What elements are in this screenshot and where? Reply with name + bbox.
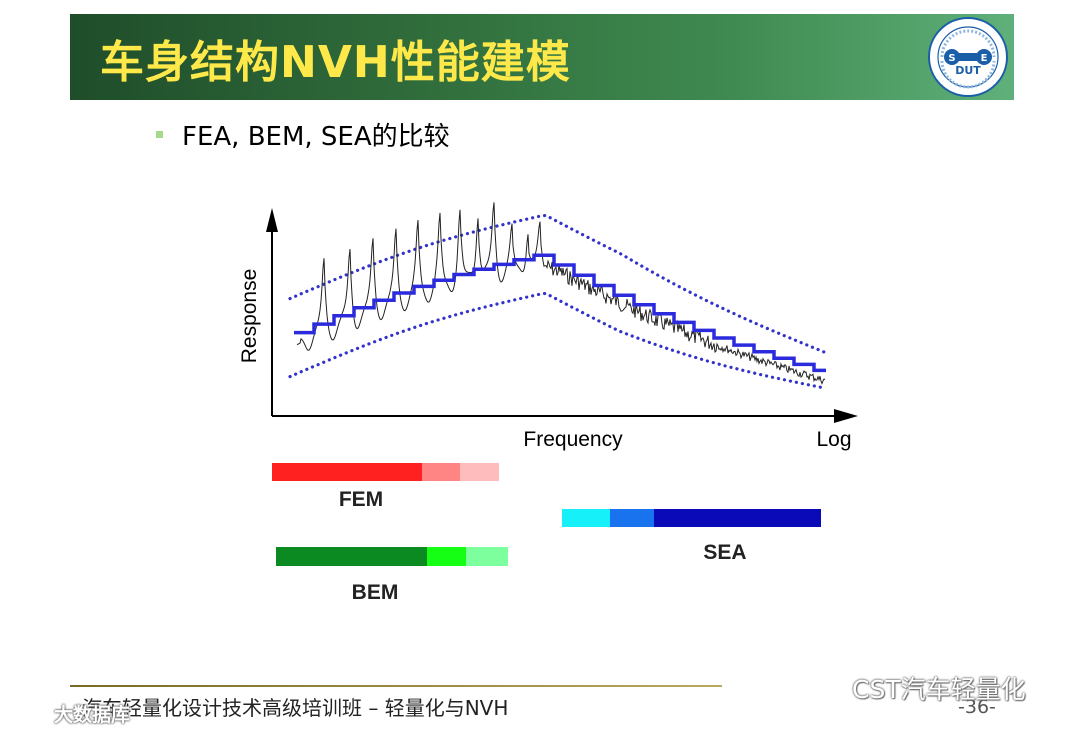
fem-bar-secondary [422, 463, 460, 481]
bem-label: BEM [352, 581, 399, 604]
sea-bar-primary [562, 509, 610, 527]
watermark-logo-icon [9, 706, 45, 721]
watermark-right: CST汽车轻量化 [812, 670, 1026, 706]
logo-left-letter: S [948, 53, 955, 64]
fem-bar-tertiary [460, 463, 499, 481]
sea-bar-secondary [610, 509, 654, 527]
logo-right-letter: E [981, 53, 988, 64]
detailed-response-line [296, 202, 826, 385]
bullet-item: FEA, BEM, SEA的比较 [156, 116, 450, 152]
dut-logo-icon: S E DUT [928, 17, 1008, 97]
lower-envelope-line [288, 291, 828, 390]
response-curves [288, 202, 828, 390]
footer-text: 汽车轻量化设计技术高级培训班 – 轻量化与NVH [82, 696, 509, 720]
sea-label: SEA [703, 541, 746, 564]
bem-bar-secondary [427, 547, 466, 566]
bullet-text: FEA, BEM, SEA的比较 [182, 121, 450, 152]
page-number: -36- [958, 696, 996, 718]
fem-bar-primary [272, 463, 422, 481]
x-axis-arrow-icon [834, 409, 858, 423]
x-axis-scale-label: Log [816, 428, 851, 451]
fem-label: FEM [339, 488, 383, 511]
watermark-right-text: CST汽车轻量化 [852, 675, 1026, 704]
wechat-icon [813, 676, 844, 699]
x-axis-label: Frequency [523, 428, 623, 451]
sea-bar-tertiary [654, 509, 821, 527]
y-axis-arrow-icon [266, 208, 278, 232]
upper-envelope-line [288, 213, 828, 355]
slide-title: 车身结构NVH性能建模 [100, 37, 571, 88]
watermark-left-text: 大数据库 [54, 704, 131, 726]
footer-divider [70, 685, 722, 687]
band-average-step-line [294, 253, 826, 373]
title-bar: 车身结构NVH性能建模 S E DUT [70, 14, 1014, 100]
watermark-left: 大数据库 [8, 700, 130, 727]
bem-bar-primary [276, 547, 427, 566]
bem-bar-tertiary [466, 547, 508, 566]
bullet-square-icon [156, 130, 163, 138]
logo-text: DUT [955, 64, 981, 77]
y-axis-label: Response [238, 269, 261, 364]
